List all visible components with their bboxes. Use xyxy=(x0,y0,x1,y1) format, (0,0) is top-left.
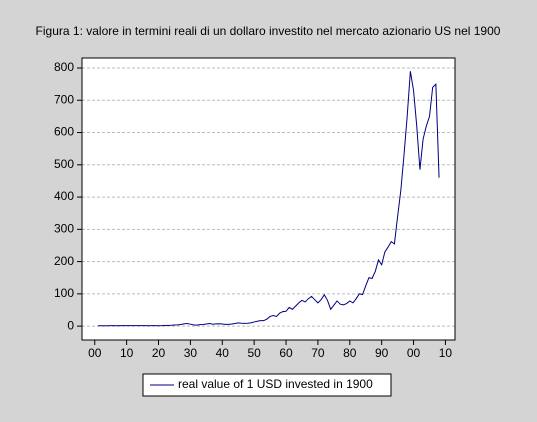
x-tick-label: 10 xyxy=(120,346,134,360)
x-tick-label: 00 xyxy=(88,346,102,360)
x-tick-label: 00 xyxy=(407,346,421,360)
y-tick-label: 200 xyxy=(54,254,74,268)
x-tick-label: 40 xyxy=(216,346,230,360)
chart-title: Figura 1: valore in termini reali di un … xyxy=(36,24,501,38)
x-tick-label: 80 xyxy=(343,346,357,360)
y-tick-label: 800 xyxy=(54,60,74,74)
x-tick-label: 90 xyxy=(375,346,389,360)
y-tick-label: 700 xyxy=(54,92,74,106)
x-tick-label: 70 xyxy=(311,346,325,360)
legend xyxy=(142,373,392,397)
x-tick-label: 50 xyxy=(247,346,261,360)
plot-area xyxy=(81,57,456,341)
y-tick-label: 300 xyxy=(54,222,74,236)
x-tick-label: 30 xyxy=(184,346,198,360)
x-tick-label: 20 xyxy=(152,346,166,360)
x-tick-label: 60 xyxy=(279,346,293,360)
y-tick-label: 100 xyxy=(54,286,74,300)
y-tick-label: 600 xyxy=(54,125,74,139)
line xyxy=(97,71,440,327)
y-tick-label: 0 xyxy=(67,318,74,332)
plot-area xyxy=(81,57,456,341)
y-tick-label: 400 xyxy=(54,189,74,203)
legend-label: real value of 1 USD invested in 1900 xyxy=(178,377,373,391)
x-tick-label: 10 xyxy=(439,346,453,360)
y-tick-label: 500 xyxy=(54,157,74,171)
